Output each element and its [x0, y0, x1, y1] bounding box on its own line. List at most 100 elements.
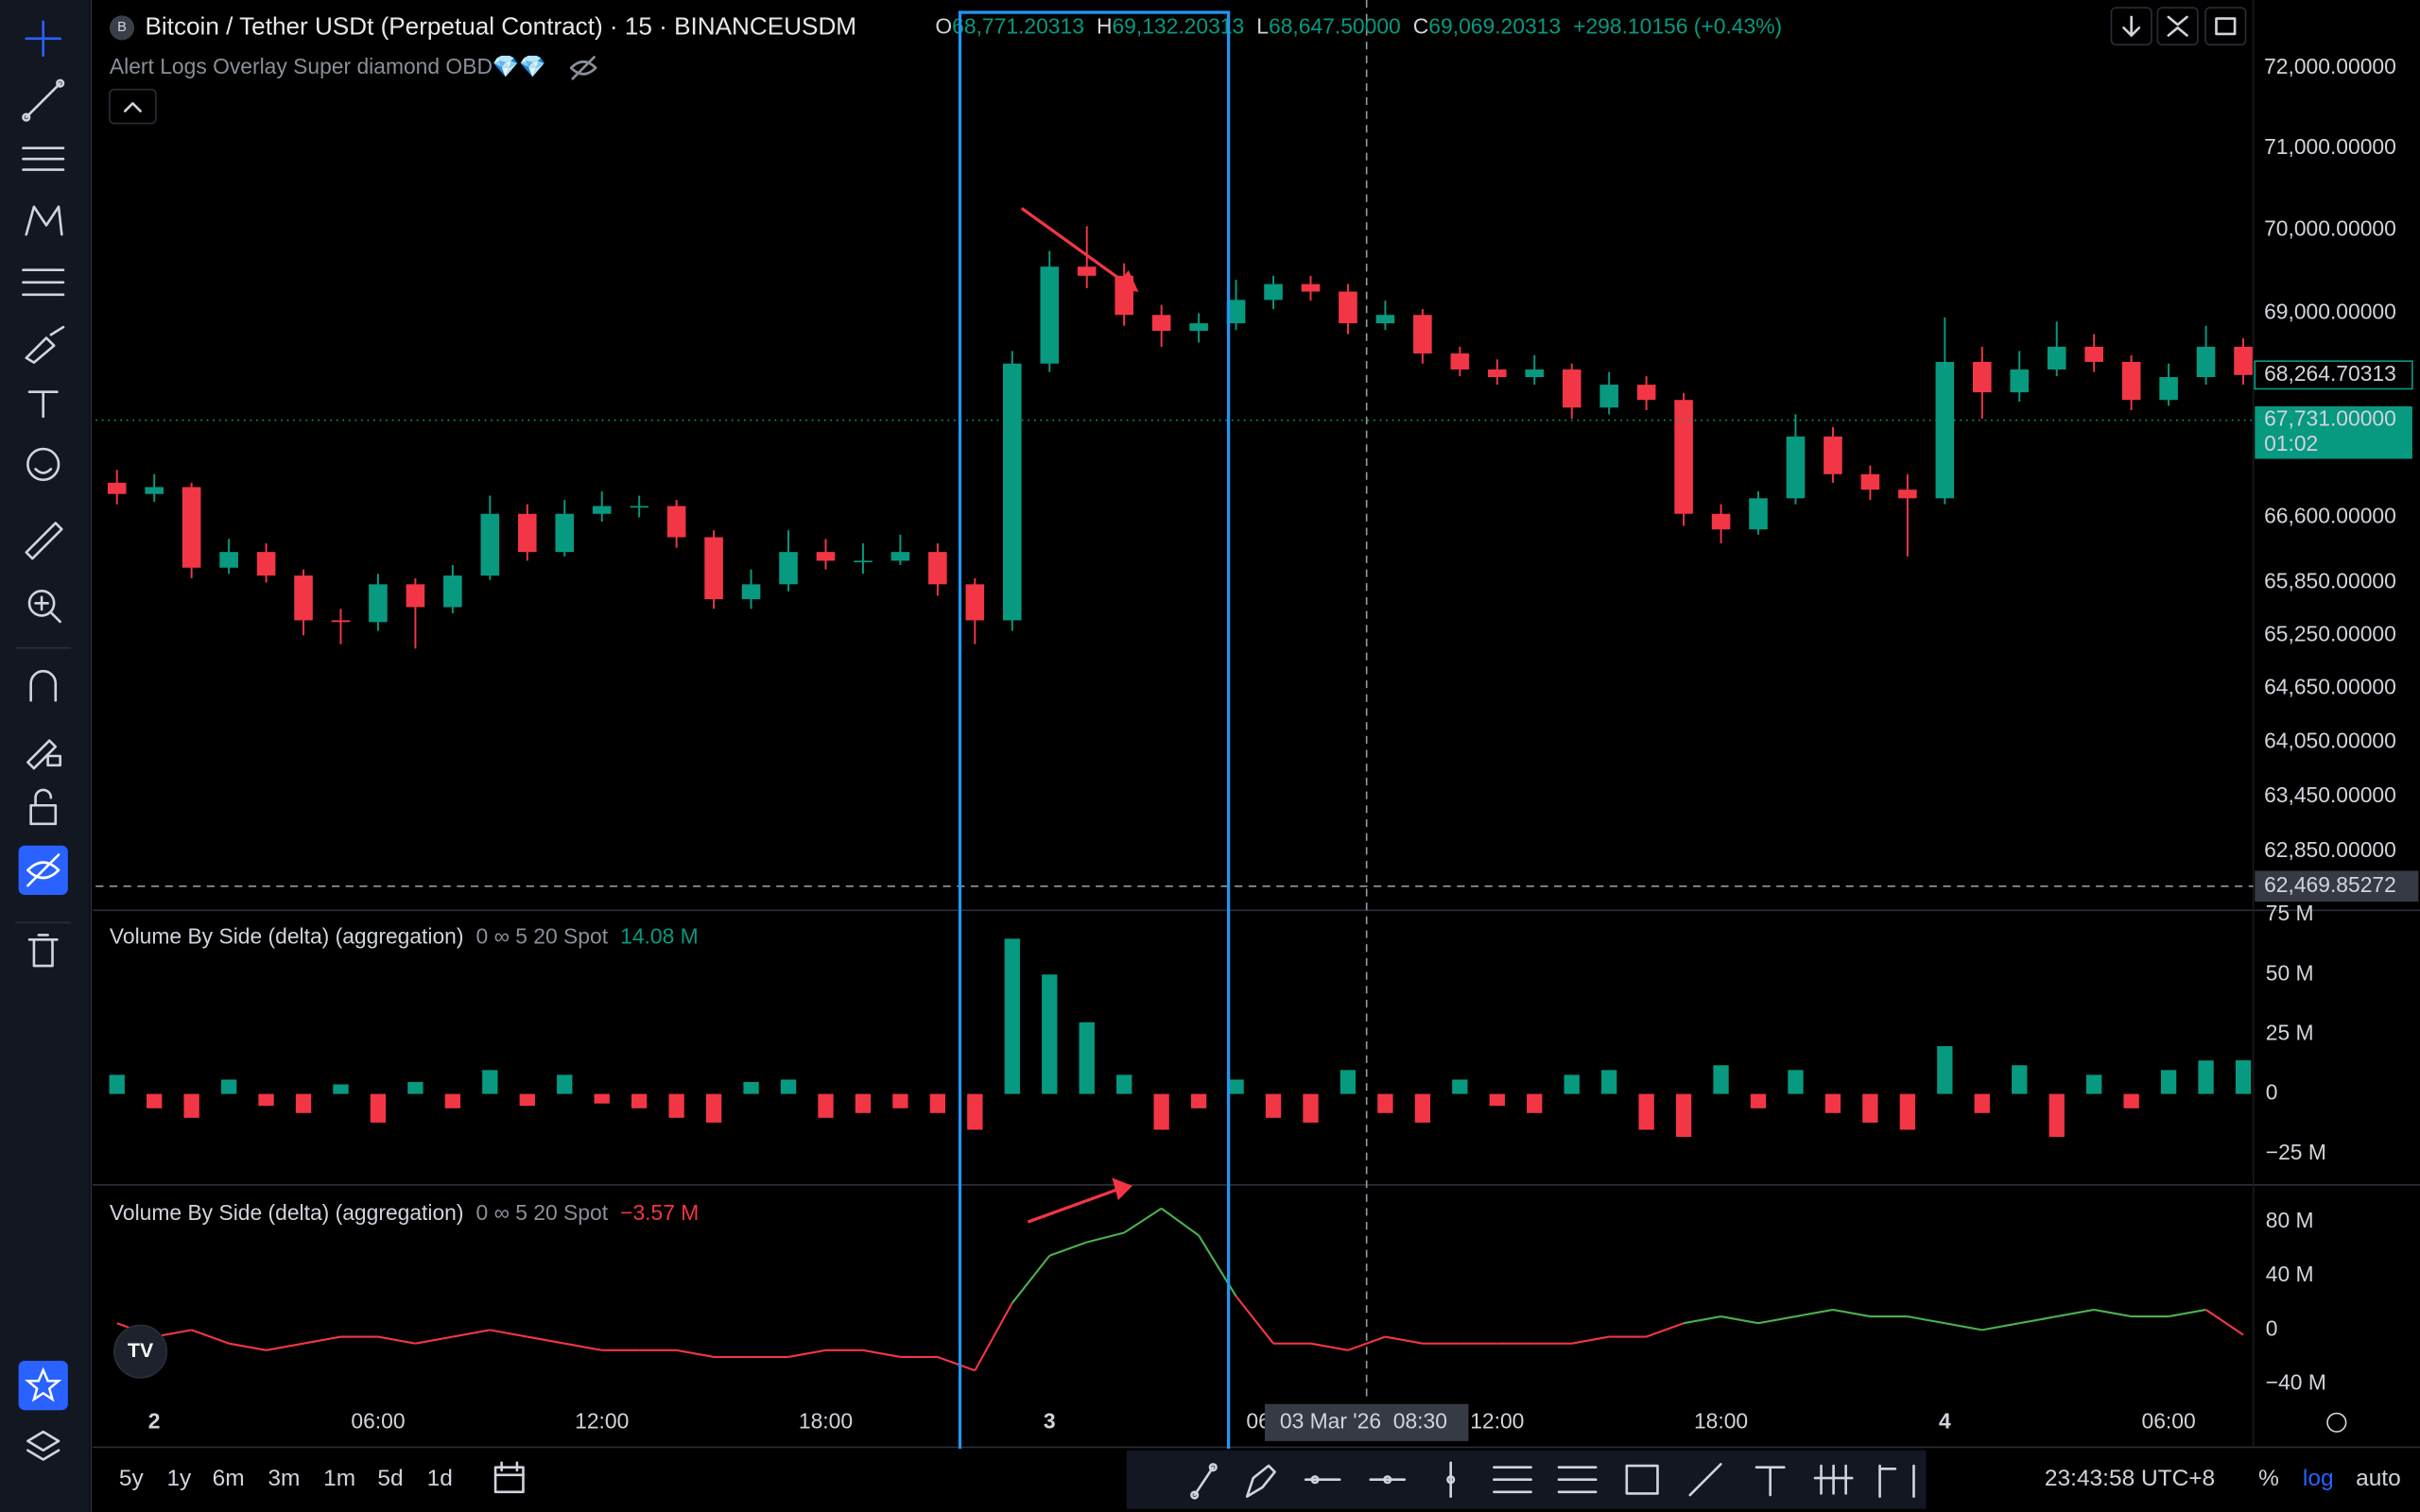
cum-line-segment — [452, 1329, 491, 1338]
delta-bar — [1601, 1070, 1617, 1094]
lock-tool[interactable] — [29, 788, 58, 826]
text-tool[interactable] — [27, 390, 59, 419]
candle-body — [1487, 369, 1507, 378]
candle-body — [369, 584, 388, 623]
ohlc-key: C — [1413, 13, 1429, 38]
candle-body — [256, 552, 276, 576]
candle-body — [2234, 346, 2253, 375]
candle-body — [1972, 361, 1992, 393]
candle-body — [890, 552, 910, 561]
candle-body — [2159, 377, 2178, 401]
date-range-icon[interactable] — [493, 1461, 525, 1494]
delta-bar — [258, 1093, 274, 1107]
candle-body — [182, 487, 201, 568]
delta-bar — [1937, 1046, 1953, 1094]
drawing-tools[interactable] — [1190, 1461, 1915, 1500]
candle-body — [145, 487, 164, 494]
range-button[interactable]: 1d — [427, 1466, 453, 1491]
range-button[interactable]: 6m — [213, 1466, 245, 1491]
delta-bar — [482, 1070, 498, 1094]
trendline-tool[interactable] — [22, 78, 65, 122]
delta-bar — [967, 1093, 983, 1130]
price-tick-label: 69,000.00000 — [2264, 300, 2396, 324]
ruler-tool[interactable] — [25, 522, 63, 560]
log-toggle[interactable]: log — [2303, 1466, 2334, 1491]
delta-bar — [444, 1093, 461, 1108]
delta-bar — [1377, 1093, 1393, 1113]
candle-body — [2047, 346, 2066, 369]
visibility-icon[interactable] — [569, 56, 597, 80]
crosshair-tool[interactable] — [25, 20, 61, 58]
layers[interactable] — [26, 1430, 60, 1461]
time-tick-label: 12:00 — [1470, 1408, 1524, 1433]
top-right-buttons[interactable] — [2110, 7, 2247, 46]
candle-body — [1898, 490, 1917, 499]
ohlc-value: 68,647.50000 — [1269, 13, 1401, 38]
delta-bar — [295, 1093, 312, 1113]
current-price-label: 68,264.70313 — [2264, 361, 2396, 386]
delta-bar — [1153, 1093, 1169, 1130]
price-tick-label: 72,000.00000 — [2264, 54, 2396, 78]
time-tick-label: 3 — [1044, 1408, 1056, 1433]
candle-body — [2121, 361, 2141, 401]
change: +298.10156 (+0.43%) — [1573, 13, 1782, 38]
delta-bar — [2048, 1093, 2065, 1138]
price-tick-label: 66,600.00000 — [2264, 503, 2396, 527]
range-button[interactable]: 3m — [268, 1466, 300, 1491]
candle-body — [666, 506, 686, 538]
svg-text:B: B — [117, 20, 127, 35]
delta-bar — [1788, 1070, 1804, 1094]
delta-bar — [1675, 1093, 1692, 1138]
delta-bar — [855, 1093, 872, 1113]
cum-line-segment — [1310, 1342, 1349, 1351]
auto-toggle[interactable]: auto — [2356, 1466, 2401, 1491]
delta-bar — [1638, 1093, 1654, 1130]
range-button[interactable]: 5d — [377, 1466, 403, 1491]
candle-body — [1860, 473, 1880, 490]
tv-logo[interactable] — [113, 1324, 168, 1379]
cum-line-segment — [228, 1342, 267, 1351]
forecast-tool[interactable] — [22, 268, 65, 297]
candle-body — [1674, 400, 1693, 514]
price-tick-label: 63,450.00000 — [2264, 782, 2396, 807]
fib-tool[interactable] — [22, 146, 65, 171]
cum-line-segment — [564, 1342, 602, 1351]
range-button[interactable]: 5y — [119, 1466, 145, 1491]
indicator-name: Alert Logs Overlay Super diamond OBD💎💎 — [110, 54, 546, 78]
crosshair-time-box — [1264, 1403, 1469, 1441]
cum-line-segment — [1981, 1322, 2020, 1332]
favorites[interactable] — [18, 1361, 68, 1411]
pattern-tool[interactable] — [25, 205, 63, 236]
candle-body — [1525, 369, 1545, 378]
price-tick-label: 70,000.00000 — [2264, 216, 2396, 241]
percent-toggle[interactable]: % — [2258, 1466, 2279, 1491]
delta-bar — [1899, 1093, 1916, 1130]
delta-bar — [147, 1093, 163, 1108]
cum-line-segment — [2168, 1308, 2206, 1318]
magnet-tool[interactable] — [29, 669, 58, 702]
range-button[interactable]: 1m — [323, 1466, 355, 1491]
crosshair-time-label: 03 Mar '26 08:30 — [1280, 1408, 1447, 1433]
last-price-box — [2255, 405, 2412, 459]
candle-body — [1264, 284, 1283, 301]
brush-tool[interactable] — [25, 325, 65, 364]
settings-icon[interactable] — [2326, 1412, 2347, 1433]
cum-line-segment — [1385, 1335, 1424, 1345]
range-button[interactable]: 1y — [166, 1466, 192, 1491]
delete-tool[interactable] — [27, 934, 59, 968]
time-tick-label: 12:00 — [575, 1408, 629, 1433]
cum-line-segment — [974, 1302, 1013, 1371]
candle-body — [1935, 361, 1955, 499]
candle-body — [854, 560, 873, 562]
zoom-tool[interactable] — [27, 590, 61, 624]
delta-bar — [2123, 1093, 2139, 1108]
candle-body — [406, 584, 425, 608]
cum-line-segment — [1048, 1241, 1088, 1257]
collapse-button[interactable] — [109, 88, 157, 125]
lock-drawing-tool[interactable] — [26, 739, 61, 770]
candle-body — [1599, 385, 1618, 408]
time-tick-label: 2 — [148, 1408, 161, 1433]
delta-bar — [631, 1093, 648, 1108]
emoji-tool[interactable] — [26, 447, 60, 482]
time-tick-label: 06:00 — [2142, 1408, 2196, 1433]
